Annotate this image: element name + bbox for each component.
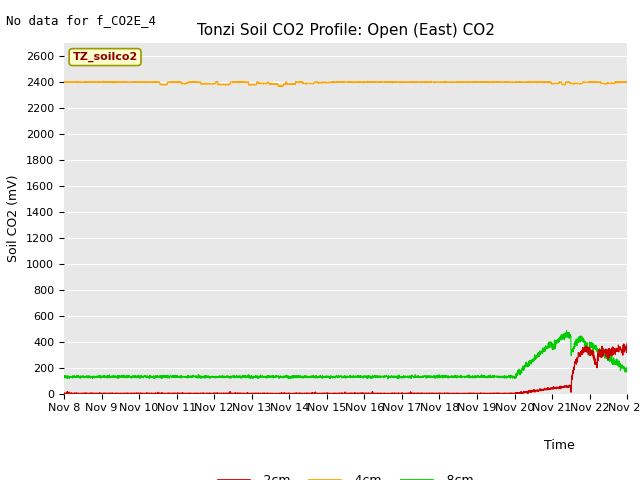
- Title: Tonzi Soil CO2 Profile: Open (East) CO2: Tonzi Soil CO2 Profile: Open (East) CO2: [196, 23, 495, 38]
- Text: No data for f_CO2E_4: No data for f_CO2E_4: [6, 14, 156, 27]
- Legend: -2cm, -4cm, -8cm: -2cm, -4cm, -8cm: [212, 469, 479, 480]
- Y-axis label: Soil CO2 (mV): Soil CO2 (mV): [8, 175, 20, 262]
- X-axis label: Time: Time: [544, 439, 575, 452]
- Text: TZ_soilco2: TZ_soilco2: [72, 52, 138, 62]
